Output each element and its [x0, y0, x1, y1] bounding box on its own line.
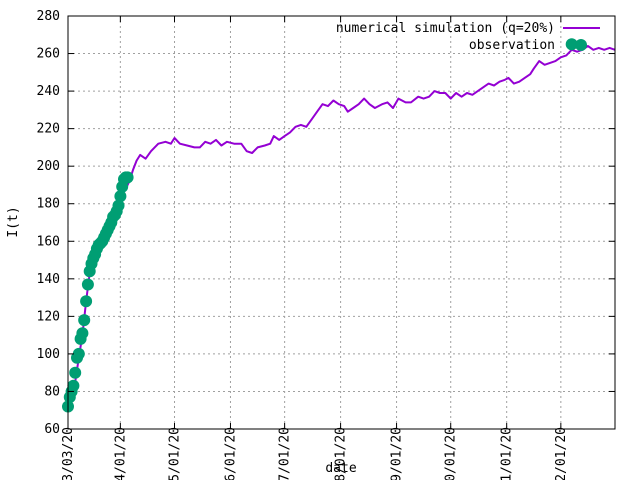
x-tick-label: 06/01/20: [223, 427, 238, 480]
simulation-line: [67, 45, 616, 407]
x-axis-label: date: [325, 461, 356, 476]
x-tick-label: 08/01/20: [334, 427, 349, 480]
x-tick-label: 07/01/20: [278, 427, 293, 480]
y-tick-label: 180: [37, 197, 60, 212]
observation-point: [72, 347, 85, 360]
x-tick-label: 09/01/20: [390, 427, 405, 480]
y-tick-label: 200: [37, 159, 60, 174]
observation-point: [565, 38, 578, 51]
y-axis-label: I(t): [6, 206, 21, 237]
y-tick-label: 80: [44, 384, 60, 399]
y-tick-labels: 60 80 100 120 140 160 180 200 220 240 260 280: [37, 9, 60, 437]
observation-series: [62, 38, 578, 413]
observation-point: [69, 366, 82, 379]
observation-point: [112, 199, 125, 212]
observation-point: [76, 327, 89, 340]
observation-point: [114, 190, 127, 203]
y-tick-label: 60: [44, 422, 60, 437]
y-tick-label: 240: [37, 84, 60, 99]
x-tick-label: 05/01/20: [168, 427, 183, 480]
observation-point: [78, 314, 91, 327]
x-tick-label: 10/01/20: [444, 427, 459, 480]
observation-point: [67, 379, 80, 392]
observation-point: [80, 295, 93, 308]
y-tick-label: 120: [37, 309, 60, 324]
y-tick-label: 140: [37, 272, 60, 287]
observation-point: [81, 278, 94, 291]
axis-ticks: [67, 15, 615, 430]
y-tick-label: 280: [37, 9, 60, 24]
legend: numerical simulation (q=20%) observation: [336, 21, 600, 53]
simulation-series: [67, 45, 616, 407]
x-tick-label: 04/01/20: [113, 427, 128, 480]
x-tick-label: 03/03/20: [61, 427, 76, 480]
y-tick-label: 100: [37, 347, 60, 362]
x-tick-label: 11/01/20: [500, 427, 515, 480]
x-tick-label: 12/01/20: [554, 427, 569, 480]
legend-point-sample: [575, 39, 587, 51]
y-tick-label: 160: [37, 234, 60, 249]
y-tick-label: 260: [37, 47, 60, 62]
legend-label: observation: [469, 38, 555, 53]
legend-label: numerical simulation (q=20%): [336, 21, 555, 36]
observation-point: [121, 171, 134, 184]
grid: [68, 16, 615, 429]
y-tick-label: 220: [37, 122, 60, 137]
x-tick-labels: 03/03/20 04/01/20 05/01/20 06/01/20 07/01/20…: [61, 427, 569, 480]
plot-frame: [67, 15, 616, 430]
